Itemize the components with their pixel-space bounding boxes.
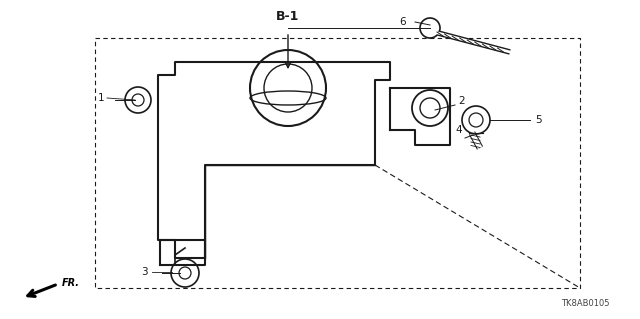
Text: 1: 1 bbox=[97, 93, 104, 103]
Text: 4: 4 bbox=[456, 125, 462, 135]
Text: TK8AB0105: TK8AB0105 bbox=[561, 299, 610, 308]
Text: 5: 5 bbox=[535, 115, 541, 125]
Text: FR.: FR. bbox=[62, 278, 80, 288]
Text: B-1: B-1 bbox=[276, 11, 300, 24]
Text: 2: 2 bbox=[458, 96, 465, 106]
Text: 3: 3 bbox=[141, 267, 148, 277]
Text: 6: 6 bbox=[399, 17, 406, 27]
